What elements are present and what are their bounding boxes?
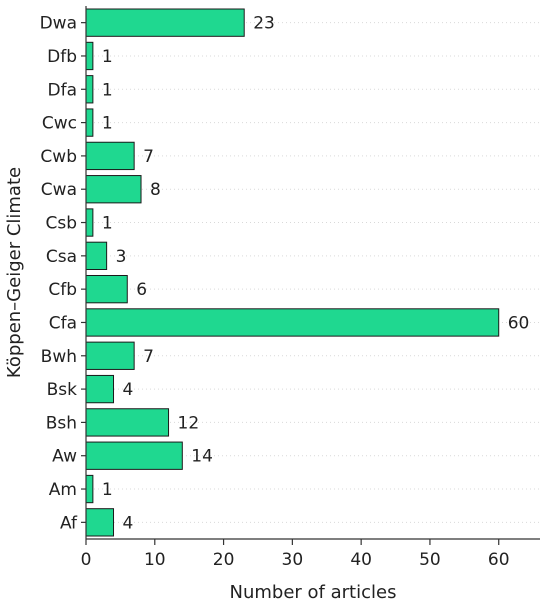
category-label-am: Am bbox=[49, 480, 77, 500]
data-label-cfa: 60 bbox=[508, 313, 530, 333]
bar-dwa bbox=[85, 8, 245, 37]
bar-cwb bbox=[85, 141, 135, 171]
category-label-af: Af bbox=[60, 513, 78, 533]
bar-bsh bbox=[85, 408, 170, 437]
category-label-csb: Csb bbox=[45, 214, 77, 234]
category-label-aw: Aw bbox=[52, 447, 77, 467]
data-label-bwh: 7 bbox=[143, 347, 154, 367]
bars bbox=[85, 8, 500, 537]
x-tick-label-40: 40 bbox=[350, 550, 372, 570]
category-label-cwb: Cwb bbox=[40, 147, 77, 167]
data-label-dfa: 1 bbox=[102, 80, 113, 100]
data-label-cfb: 6 bbox=[136, 280, 147, 300]
x-tick-label-30: 30 bbox=[282, 550, 304, 570]
bar-af bbox=[85, 508, 115, 537]
data-label-cwc: 1 bbox=[102, 114, 113, 134]
category-label-cfa: Cfa bbox=[49, 313, 77, 333]
category-labels: Dwa Dfb Dfa Cwc Cwb Cwa Csb Csa Cfb Cfa Bwh Bsk Bsh A… bbox=[40, 14, 86, 533]
x-tick-label-10: 10 bbox=[144, 550, 166, 570]
data-label-bsh: 12 bbox=[178, 413, 200, 433]
bar-aw bbox=[85, 441, 183, 470]
category-label-bwh: Bwh bbox=[41, 347, 77, 367]
data-label-cwa: 8 bbox=[150, 180, 161, 200]
data-label-csb: 1 bbox=[102, 214, 113, 234]
bar-cfa bbox=[85, 308, 500, 337]
bar-csb bbox=[85, 208, 94, 237]
bar-bwh bbox=[85, 341, 135, 370]
category-label-cfb: Cfb bbox=[48, 280, 77, 300]
x-tick-label-0: 0 bbox=[81, 550, 92, 570]
x-tick-label-60: 60 bbox=[488, 550, 510, 570]
bar-csa bbox=[85, 241, 108, 271]
category-label-cwc: Cwc bbox=[42, 114, 77, 134]
x-tick-labels: 0 10 20 30 40 50 60 bbox=[81, 539, 510, 570]
data-label-bsk: 4 bbox=[123, 380, 134, 400]
category-label-dfb: Dfb bbox=[47, 47, 77, 67]
category-label-dfa: Dfa bbox=[48, 80, 78, 100]
bar-bsk bbox=[85, 374, 115, 404]
x-axis-title: Number of articles bbox=[230, 582, 397, 603]
category-label-dwa: Dwa bbox=[40, 14, 77, 34]
x-tick-label-20: 20 bbox=[213, 550, 235, 570]
bar-dfa bbox=[85, 75, 94, 104]
category-label-bsh: Bsh bbox=[46, 413, 77, 433]
bar-cwa bbox=[85, 175, 142, 204]
data-label-csa: 3 bbox=[116, 247, 127, 267]
bar-cfb bbox=[85, 274, 128, 304]
category-label-bsk: Bsk bbox=[47, 380, 78, 400]
x-tick-label-50: 50 bbox=[419, 550, 441, 570]
data-label-dwa: 23 bbox=[253, 14, 275, 34]
category-label-csa: Csa bbox=[46, 247, 77, 267]
data-label-am: 1 bbox=[102, 480, 113, 500]
bar-am bbox=[85, 474, 94, 504]
data-label-aw: 14 bbox=[191, 447, 213, 467]
y-axis-title: Köppen–Geiger Climate bbox=[4, 167, 25, 378]
bar-dfb bbox=[85, 41, 94, 71]
category-label-cwa: Cwa bbox=[41, 180, 77, 200]
data-label-cwb: 7 bbox=[143, 147, 154, 167]
bar-cwc bbox=[85, 108, 94, 137]
data-label-dfb: 1 bbox=[102, 47, 113, 67]
data-label-af: 4 bbox=[123, 513, 134, 533]
